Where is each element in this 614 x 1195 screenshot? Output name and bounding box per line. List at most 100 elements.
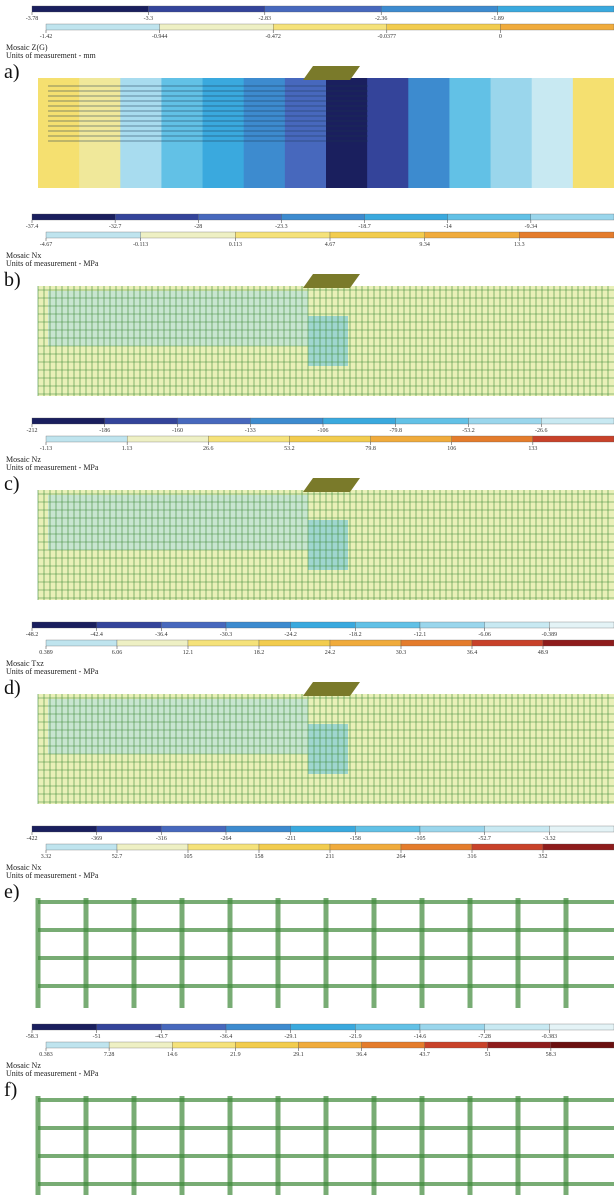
- scale-label: -133: [245, 428, 256, 434]
- scale-label: -12.1: [414, 632, 427, 638]
- scale-swatch: [420, 622, 485, 628]
- scale-label: -14.6: [414, 1034, 427, 1040]
- scale-swatch: [259, 640, 330, 646]
- scale-swatch: [485, 826, 550, 832]
- scale-label: -264: [221, 836, 232, 842]
- scale-swatch: [519, 232, 614, 238]
- scale-swatch: [420, 1024, 485, 1030]
- scale-label: -48.2: [26, 632, 39, 638]
- model-band: [79, 78, 121, 188]
- panel-units: Units of measurement - MPa: [6, 259, 99, 268]
- scale-label: -36.4: [220, 1034, 233, 1040]
- scale-label: -32.7: [109, 224, 122, 230]
- scale-swatch: [401, 640, 472, 646]
- scale-swatch: [396, 418, 469, 424]
- scale-label: -0.0377: [378, 34, 397, 40]
- model-band: [367, 78, 409, 188]
- scale-swatch: [161, 826, 226, 832]
- scale-swatch: [46, 844, 117, 850]
- panel: -3.78-3.3-2.83-2.36-1.89-1.42-0.944-0.47…: [4, 6, 614, 188]
- scale-swatch: [472, 640, 543, 646]
- scale-swatch: [46, 436, 127, 442]
- scale-swatch: [265, 6, 381, 12]
- scale-label: 79.8: [365, 446, 376, 452]
- load-plate: [303, 478, 360, 492]
- scale-label: 4.67: [325, 242, 336, 248]
- scale-swatch: [543, 640, 614, 646]
- scale-swatch: [46, 232, 141, 238]
- scale-swatch: [448, 214, 531, 220]
- scale-label: 48.9: [538, 650, 549, 656]
- scale-label: 0.389: [39, 650, 53, 656]
- scale-swatch: [109, 1042, 172, 1048]
- model-band: [408, 78, 450, 188]
- scale-label: -43.7: [155, 1034, 168, 1040]
- model-band: [161, 78, 203, 188]
- scale-label: -1.42: [40, 34, 53, 40]
- scale-swatch: [531, 214, 614, 220]
- scale-label: 14.6: [167, 1052, 178, 1058]
- scale-swatch: [46, 640, 117, 646]
- scale-swatch: [188, 640, 259, 646]
- scale-label: -0.389: [542, 632, 558, 638]
- scale-swatch: [250, 418, 323, 424]
- scale-swatch: [291, 622, 356, 628]
- scale-swatch: [298, 1042, 361, 1048]
- scale-swatch: [551, 1042, 614, 1048]
- scale-swatch: [32, 622, 97, 628]
- model-band: [203, 78, 245, 188]
- scale-label: 6.06: [112, 650, 123, 656]
- scale-label: 0.113: [229, 242, 242, 248]
- scale-label: -3.78: [26, 16, 39, 22]
- scale-swatch: [161, 622, 226, 628]
- panel-units: Units of measurement - MPa: [6, 463, 99, 472]
- scale-label: 52.7: [112, 854, 123, 860]
- scale-label: 158: [255, 854, 264, 860]
- scale-swatch: [198, 214, 281, 220]
- scale-swatch: [32, 418, 105, 424]
- scale-label: -3.3: [144, 16, 154, 22]
- scale-label: -9.34: [525, 224, 538, 230]
- scale-swatch: [161, 1024, 226, 1030]
- scale-swatch: [488, 1042, 551, 1048]
- scale-swatch: [387, 24, 501, 30]
- scale-label: 36.4: [356, 1052, 367, 1058]
- load-plate: [303, 682, 360, 696]
- scale-label: 26.6: [203, 446, 214, 452]
- scale-swatch: [355, 622, 420, 628]
- scale-label: -316: [156, 836, 167, 842]
- scale-label: -0.472: [265, 34, 281, 40]
- scale-swatch: [291, 826, 356, 832]
- scale-swatch: [500, 24, 614, 30]
- scale-swatch: [273, 24, 387, 30]
- model-band: [449, 78, 491, 188]
- scale-swatch: [381, 6, 497, 12]
- panel: -37.4-32.7-28-23.3-18.7-14-9.34-4.67-0.1…: [4, 214, 614, 396]
- scale-swatch: [141, 232, 236, 238]
- scale-label: -160: [172, 428, 183, 434]
- scale-swatch: [235, 232, 330, 238]
- scale-label: -2.83: [259, 16, 272, 22]
- model-band: [285, 78, 327, 188]
- scale-label: -23.3: [275, 224, 288, 230]
- scale-swatch: [291, 1024, 356, 1030]
- scale-label: -36.4: [155, 632, 168, 638]
- scale-swatch: [498, 6, 614, 12]
- scale-label: -6.06: [478, 632, 491, 638]
- scale-swatch: [97, 622, 162, 628]
- scale-swatch: [208, 436, 289, 442]
- scale-label: -58.3: [26, 1034, 39, 1040]
- scale-swatch: [127, 436, 208, 442]
- scale-swatch: [97, 826, 162, 832]
- scale-label: -28: [194, 224, 202, 230]
- scale-label: 264: [397, 854, 406, 860]
- scale-label: -26.6: [535, 428, 548, 434]
- scale-label: -0.383: [542, 1034, 558, 1040]
- scale-label: 9.34: [419, 242, 430, 248]
- scale-label: 105: [184, 854, 193, 860]
- panel-units: Units of measurement - MPa: [6, 1069, 99, 1078]
- scale-swatch: [485, 622, 550, 628]
- scale-swatch: [46, 1042, 109, 1048]
- scale-swatch: [330, 844, 401, 850]
- scale-swatch: [226, 826, 291, 832]
